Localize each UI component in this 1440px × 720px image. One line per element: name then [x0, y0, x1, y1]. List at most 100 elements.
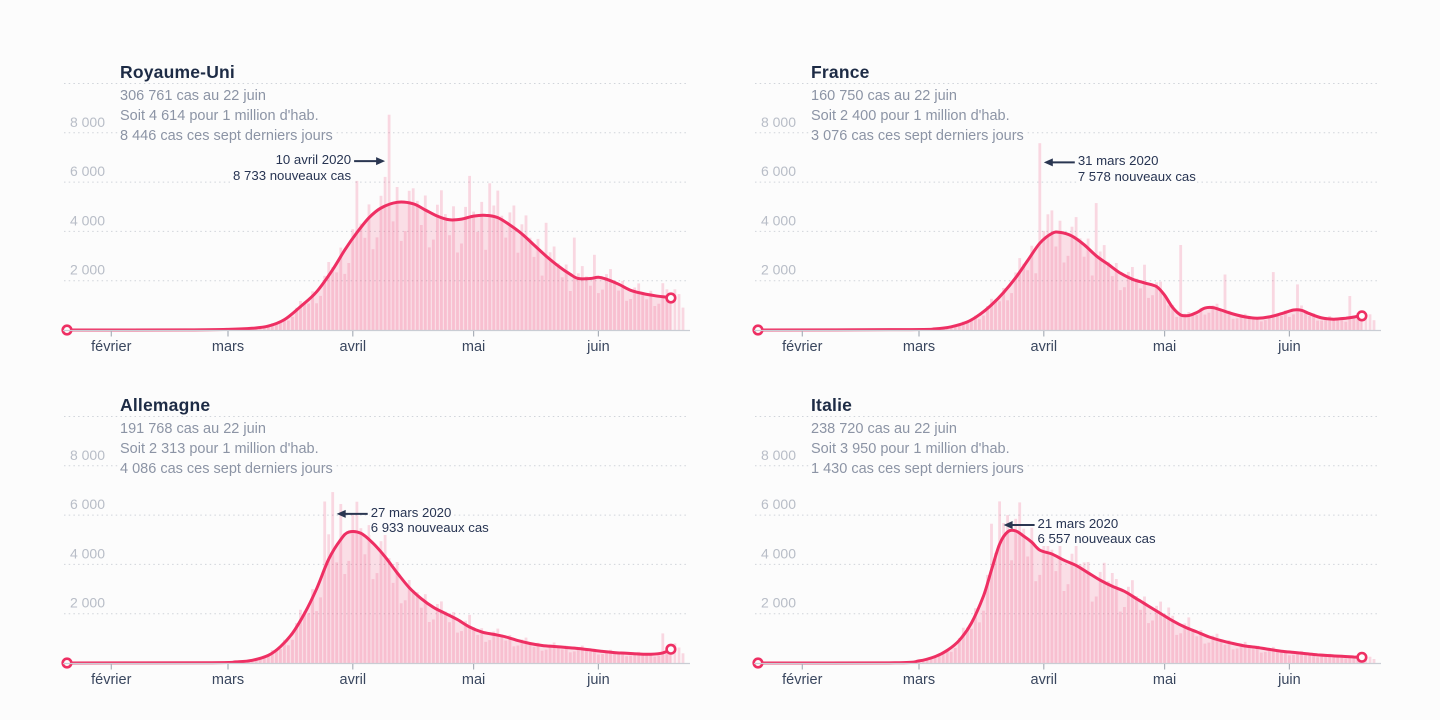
month-label: mars: [903, 339, 935, 355]
y-axis-labels: 2 000 4 000 6 000 8 000: [761, 114, 796, 278]
chart-stats: 238 720 cas au 22 juin Soit 3 950 pour 1…: [811, 419, 1027, 479]
average-line: [756, 528, 1364, 665]
daily-bars: [198, 114, 685, 330]
stat-per-million: Soit 3 950 pour 1 million d'hab.: [811, 439, 1027, 459]
chart-title: Italie: [811, 395, 856, 416]
month-label: juin: [1277, 339, 1301, 355]
peak-annotation: 27 mars 2020 6 933 nouveaux cas: [369, 504, 490, 536]
chart-title: France: [811, 62, 873, 83]
chart-title: Allemagne: [120, 395, 214, 416]
chart-stats: 160 750 cas au 22 juin Soit 2 400 pour 1…: [811, 86, 1027, 146]
y-tick-label: 6 000: [761, 496, 796, 512]
x-axis: février mars avril mai juin: [754, 329, 1381, 355]
chart-stats: 191 768 cas au 22 juin Soit 2 313 pour 1…: [120, 419, 336, 479]
y-tick-label: 4 000: [761, 212, 796, 228]
y-tick-label: 4 000: [70, 545, 105, 561]
stat-per-million: Soit 2 400 pour 1 million d'hab.: [811, 106, 1027, 126]
average-line: [65, 530, 673, 665]
country-name: Allemagne: [120, 395, 214, 415]
y-tick-label: 8 000: [70, 447, 105, 463]
area-fill: [758, 530, 1362, 663]
line-end-marker: [1356, 310, 1368, 322]
month-label: avril: [340, 672, 367, 688]
stat-seven-days: 4 086 cas ces sept derniers jours: [120, 459, 336, 479]
y-tick-label: 6 000: [761, 163, 796, 179]
y-axis-labels: 2 000 4 000 6 000 8 000: [761, 447, 796, 611]
month-label: mai: [1153, 672, 1176, 688]
chart-stats: 306 761 cas au 22 juin Soit 4 614 pour 1…: [120, 86, 336, 146]
x-axis: février mars avril mai juin: [754, 662, 1381, 688]
month-label: avril: [1031, 339, 1058, 355]
y-tick-label: 6 000: [70, 163, 105, 179]
y-axis-labels: 2 000 4 000 6 000 8 000: [70, 114, 105, 278]
chart-canvas: février mars avril mai juin 2 000 4 000 6 000 8 …: [752, 83, 1381, 355]
peak-date: 21 mars 2020: [1036, 515, 1120, 531]
chart-panel-allemagne: février mars avril mai juin 2 000 4 000 6 000 8 …: [0, 333, 720, 720]
month-label: février: [91, 339, 131, 355]
chart-canvas: février mars avril mai juin 2 000 4 000 6 000 8 …: [752, 416, 1381, 688]
month-label: février: [782, 672, 822, 688]
stat-per-million: Soit 2 313 pour 1 million d'hab.: [120, 439, 336, 459]
month-label: mars: [903, 672, 935, 688]
month-label: mai: [462, 672, 485, 688]
month-label: avril: [1031, 672, 1058, 688]
line-end-marker: [665, 292, 677, 304]
annotation-arrow-icon: [336, 509, 368, 518]
peak-cases: 8 733 nouveaux cas: [232, 167, 353, 183]
country-name: Royaume-Uni: [120, 62, 238, 82]
line-end-marker: [1356, 651, 1368, 663]
x-axis: février mars avril mai juin: [63, 662, 690, 688]
y-tick-label: 2 000: [761, 262, 796, 278]
peak-date: 10 avril 2020: [274, 152, 353, 168]
chart-panel-royaume-uni: février mars avril mai juin 2 000 4 000 6 000 8 …: [0, 0, 720, 387]
stat-total-cases: 238 720 cas au 22 juin: [811, 419, 1027, 439]
line-end-marker: [665, 643, 677, 655]
peak-cases: 7 578 nouveaux cas: [1076, 168, 1197, 184]
chart-panel-italie: février mars avril mai juin 2 000 4 000 6 000 8 …: [691, 333, 1411, 720]
y-tick-label: 8 000: [70, 114, 105, 130]
stat-total-cases: 306 761 cas au 22 juin: [120, 86, 336, 106]
area-fill: [67, 531, 671, 663]
y-tick-label: 2 000: [761, 595, 796, 611]
average-line: [756, 230, 1364, 332]
month-label: mai: [462, 339, 485, 355]
month-label: juin: [586, 339, 610, 355]
peak-date: 27 mars 2020: [369, 504, 453, 520]
stat-total-cases: 191 768 cas au 22 juin: [120, 419, 336, 439]
y-tick-label: 6 000: [70, 496, 105, 512]
month-label: mars: [212, 672, 244, 688]
peak-annotation: 31 mars 2020 7 578 nouveaux cas: [1076, 153, 1197, 184]
y-tick-label: 2 000: [70, 262, 105, 278]
month-label: mars: [212, 339, 244, 355]
peak-cases: 6 557 nouveaux cas: [1036, 531, 1157, 547]
month-label: avril: [340, 339, 367, 355]
daily-bars: [849, 501, 1376, 663]
month-label: mai: [1153, 339, 1176, 355]
y-axis-labels: 2 000 4 000 6 000 8 000: [70, 447, 105, 611]
daily-bars: [833, 143, 1376, 330]
stat-per-million: Soit 4 614 pour 1 million d'hab.: [120, 106, 336, 126]
y-tick-label: 8 000: [761, 447, 796, 463]
chart-canvas: février mars avril mai juin 2 000 4 000 6 000 8 …: [61, 83, 690, 355]
average-line: [65, 200, 673, 332]
chart-title: Royaume-Uni: [120, 62, 238, 83]
stat-seven-days: 1 430 cas ces sept derniers jours: [811, 459, 1027, 479]
month-label: février: [91, 672, 131, 688]
peak-annotation: 21 mars 2020 6 557 nouveaux cas: [1036, 515, 1157, 547]
country-name: Italie: [811, 395, 856, 415]
month-label: février: [782, 339, 822, 355]
y-tick-label: 4 000: [761, 545, 796, 561]
annotation-arrow-icon: [354, 157, 386, 166]
daily-bars: [154, 492, 685, 663]
stat-seven-days: 3 076 cas ces sept derniers jours: [811, 126, 1027, 146]
month-label: juin: [586, 672, 610, 688]
annotation-arrow-icon: [1003, 521, 1035, 529]
chart-panel-france: février mars avril mai juin 2 000 4 000 6 000 8 …: [691, 0, 1411, 387]
peak-annotation: 10 avril 2020 8 733 nouveaux cas: [232, 152, 353, 183]
y-tick-label: 4 000: [70, 212, 105, 228]
stat-seven-days: 8 446 cas ces sept derniers jours: [120, 126, 336, 146]
area-fill: [758, 232, 1362, 330]
annotation-arrow-icon: [1043, 158, 1075, 167]
peak-cases: 6 933 nouveaux cas: [369, 520, 490, 536]
